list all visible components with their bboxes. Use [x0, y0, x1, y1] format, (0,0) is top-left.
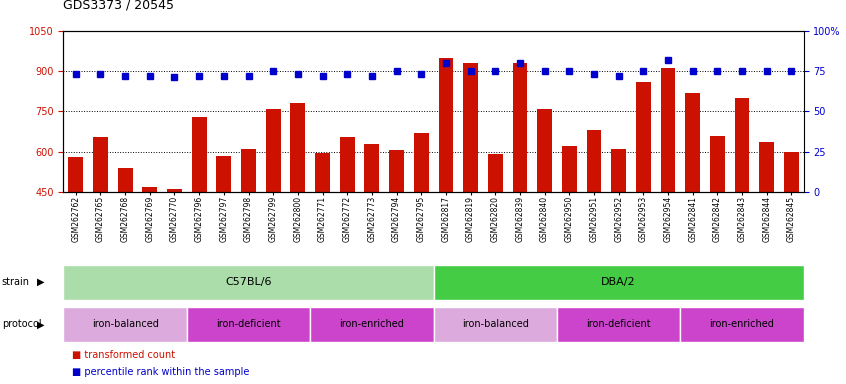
Bar — [142, 187, 157, 192]
Bar — [562, 146, 577, 192]
Bar — [192, 117, 206, 192]
Bar — [438, 58, 453, 192]
Bar — [241, 149, 255, 192]
Bar — [680, 307, 804, 342]
Bar — [513, 63, 527, 192]
Text: iron-deficient: iron-deficient — [217, 319, 281, 329]
Bar — [63, 265, 433, 300]
Text: protocol: protocol — [2, 319, 41, 329]
Bar — [734, 98, 750, 192]
Text: ■ percentile rank within the sample: ■ percentile rank within the sample — [72, 367, 250, 377]
Bar — [611, 149, 626, 192]
Text: iron-balanced: iron-balanced — [91, 319, 158, 329]
Bar — [187, 307, 310, 342]
Text: DBA/2: DBA/2 — [602, 277, 636, 287]
Text: GDS3373 / 20545: GDS3373 / 20545 — [63, 0, 174, 12]
Bar — [414, 133, 429, 192]
Bar — [685, 93, 700, 192]
Bar — [537, 109, 552, 192]
Text: C57BL/6: C57BL/6 — [225, 277, 272, 287]
Bar — [63, 307, 187, 342]
Bar — [759, 142, 774, 192]
Text: iron-deficient: iron-deficient — [586, 319, 651, 329]
Bar — [69, 157, 83, 192]
Text: iron-enriched: iron-enriched — [710, 319, 774, 329]
Bar — [310, 307, 433, 342]
Bar — [118, 168, 133, 192]
Text: iron-enriched: iron-enriched — [339, 319, 404, 329]
Bar — [433, 307, 557, 342]
Text: ▶: ▶ — [37, 277, 44, 287]
Bar — [557, 307, 680, 342]
Text: iron-balanced: iron-balanced — [462, 319, 529, 329]
Bar — [710, 136, 725, 192]
Bar — [389, 151, 404, 192]
Bar — [315, 153, 330, 192]
Text: ▶: ▶ — [37, 319, 44, 329]
Bar — [661, 68, 675, 192]
Bar — [290, 103, 305, 192]
Bar — [636, 82, 651, 192]
Bar — [93, 137, 107, 192]
Bar — [433, 265, 804, 300]
Bar — [217, 156, 231, 192]
Bar — [365, 144, 379, 192]
Text: strain: strain — [2, 277, 30, 287]
Bar — [266, 109, 281, 192]
Bar — [586, 130, 602, 192]
Bar — [488, 154, 503, 192]
Bar — [784, 152, 799, 192]
Text: ■ transformed count: ■ transformed count — [72, 350, 175, 360]
Bar — [463, 63, 478, 192]
Bar — [167, 189, 182, 192]
Bar — [340, 137, 354, 192]
